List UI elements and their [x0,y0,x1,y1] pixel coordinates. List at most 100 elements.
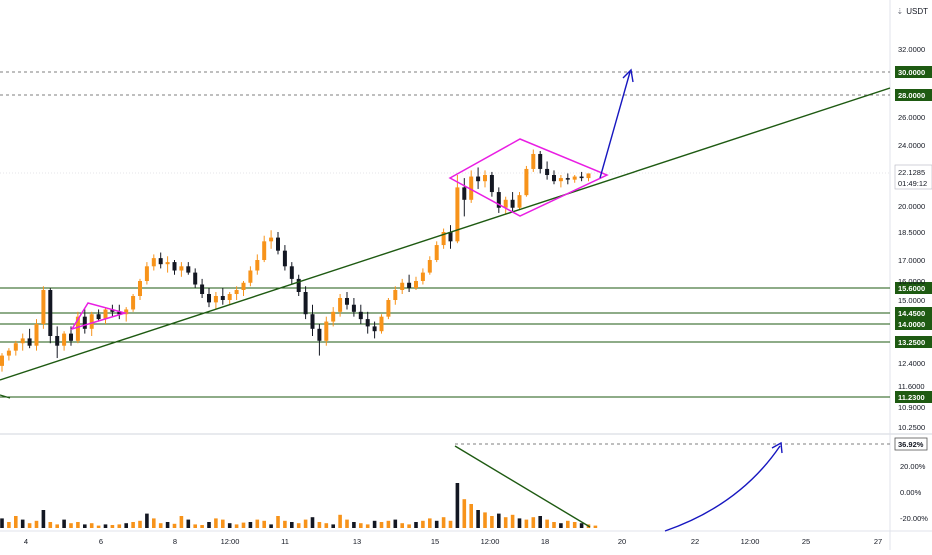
volume-bar [283,520,287,528]
volume-bar [566,520,570,528]
candle-body [462,187,467,200]
volume-bar [303,519,308,528]
candle-body [96,314,101,320]
volume-bar [255,519,260,528]
currency-selector[interactable]: ⇣ USDT [894,3,928,19]
volume-bar [524,519,529,528]
price-tick-label: 10.9000 [898,403,925,412]
candle-body [220,296,225,300]
volume-bar [503,517,508,528]
candle-body [234,290,239,294]
time-tick-label: 15 [431,537,439,546]
candle-body [151,258,156,267]
candle-body [434,245,439,260]
candle-body [55,336,60,346]
candle-body [200,284,205,294]
drawings [0,68,891,532]
volume-bar [131,522,135,528]
time-tick-label: 20 [618,537,626,546]
time-tick-label: 8 [173,537,177,546]
candle-body [276,237,280,251]
time-tick-label: 11 [281,537,289,546]
volume-bar [386,520,391,528]
level-badge-label: 14.4500 [898,309,925,318]
indicator-tick-label: -20.00% [900,514,928,523]
candle-body [386,300,391,317]
horizontal-levels: 30.0000 28.0000 15.6000 14.4500 14.0000 13.25… [0,66,932,403]
candle-body [41,290,46,324]
volume-bar [83,524,87,528]
candle-body [82,316,87,329]
time-tick-label: 12:00 [221,537,240,546]
price-tick-label: 16.0000 [898,277,925,286]
volume-bar [338,514,342,528]
axes: 32.0000 26.0000 24.0000 20.0000 18.5000 17.00… [24,45,932,546]
candle-body [365,319,370,327]
level-badge [895,282,932,294]
projection-arrow-line [599,71,631,179]
candle-body [427,260,432,273]
volume-bar [372,520,377,528]
candle-body [103,309,108,320]
candle-body [262,241,267,260]
candle-body [572,176,577,180]
candle-body [324,321,329,341]
candle-body [379,316,384,332]
candle-body [144,266,149,281]
time-tick-label: 13 [353,537,361,546]
volume-bar [572,522,577,528]
indicator-projection-curve [664,445,781,532]
candle-body [489,174,494,193]
volume-bar [352,522,356,528]
price-tick-label: 20.0000 [898,202,925,211]
candle-body [407,282,412,288]
volume-bar [290,522,294,528]
volume-bar [545,519,549,528]
volume-bar [593,525,598,528]
level-badge-label: 30.0000 [898,68,925,77]
candle-body [345,298,349,305]
volume-bar [276,516,280,528]
volume-bar [434,520,439,528]
volume-bar [296,523,301,528]
volume-bar [476,510,480,528]
volume-series [0,483,598,528]
volume-bar [172,523,177,528]
candle-body [351,304,356,312]
candle-body [282,250,287,267]
candle-body [75,316,80,341]
time-tick-label: 27 [874,537,882,546]
diamond-pattern [448,138,609,217]
volume-bar [345,519,349,528]
volume-bar [455,483,460,528]
candle-body [372,326,377,332]
level-badge [895,318,932,330]
volume-bar [55,524,59,528]
volume-bar [359,523,363,528]
volume-bar [248,522,253,528]
volume-bar [27,523,32,528]
price-tick-label: 32.0000 [898,45,925,54]
volume-bar [193,524,197,528]
price-tick-label: 12.4000 [898,359,925,368]
volume-bar [14,516,18,528]
volume-bar [448,520,453,528]
candle-body [0,355,4,366]
currency-menu-icon: ⇣ [896,6,904,16]
volume-bar [552,522,556,528]
price-tick-label: 10.2500 [898,423,925,432]
level-badge-label: 13.2500 [898,338,925,347]
volume-bar [414,522,418,528]
candle-body [241,282,246,290]
volume-bar [69,523,73,528]
indicator-highlight-badge [894,437,928,451]
volume-bar [34,520,39,528]
candle-body [179,266,184,271]
currency-label: USDT [906,6,928,16]
indicator-projection-arrowhead [771,441,783,454]
candle-body [358,311,363,320]
candle-body [296,278,301,292]
volume-bar [110,525,115,528]
